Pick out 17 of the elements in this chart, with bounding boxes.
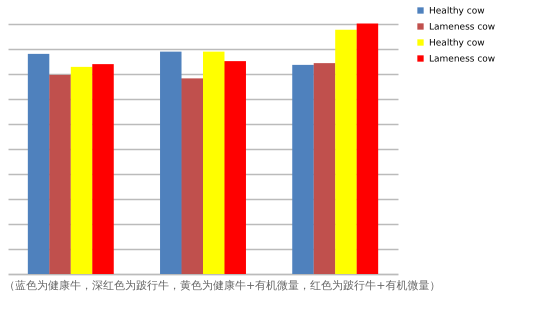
bar xyxy=(49,74,71,274)
bar xyxy=(160,52,182,274)
bar xyxy=(28,54,50,274)
text: （蓝色为健康牛，深红色为跛行牛，黄色为健康牛+有机微量，红色为跛行牛+有机微量） xyxy=(3,278,442,293)
bar xyxy=(314,63,336,274)
bar xyxy=(335,30,357,274)
bar xyxy=(70,66,92,274)
legend-label: Healthy cow xyxy=(429,38,485,48)
bar xyxy=(182,78,203,274)
bar xyxy=(92,64,114,274)
legend-label: Healthy cow xyxy=(429,6,485,16)
bar xyxy=(356,24,378,274)
legend-label: Lameness cow xyxy=(429,54,496,64)
bar xyxy=(292,64,314,274)
bar xyxy=(203,52,224,274)
bar xyxy=(224,61,246,274)
legend-label: Lameness cow xyxy=(429,22,496,32)
